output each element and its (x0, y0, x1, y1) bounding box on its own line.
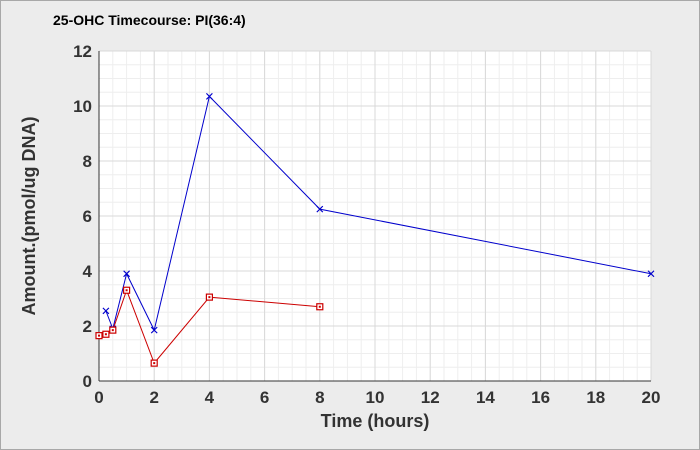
data-point-x-marker (205, 92, 213, 100)
y-tick-label: 2 (83, 317, 92, 336)
data-point-x-marker (316, 205, 324, 213)
data-point-x-marker (102, 307, 110, 315)
y-tick-label: 8 (83, 152, 92, 171)
y-axis-ticks: 0 2 4 6 8 10 12 (73, 42, 92, 391)
x-tick-label: 20 (642, 388, 661, 407)
data-point-square-center (125, 289, 128, 292)
y-axis-title: Amount.(pmol/ug DNA) (19, 117, 39, 316)
data-point-square-center (104, 333, 107, 336)
axes (98, 51, 651, 382)
x-tick-label: 4 (205, 388, 215, 407)
data-point-square-center (111, 329, 114, 332)
x-axis-title: Time (hours) (321, 411, 430, 431)
major-gridlines (98, 50, 652, 382)
chart-title: 25-OHC Timecourse: PI(36:4) (53, 12, 246, 28)
data-point-x-marker (123, 270, 131, 278)
x-axis-ticks: 0 2 4 6 8 10 12 14 16 18 20 (94, 388, 660, 407)
data-point-square-center (208, 296, 211, 299)
y-tick-label: 10 (73, 97, 92, 116)
y-tick-label: 0 (83, 372, 92, 391)
x-tick-label: 0 (94, 388, 103, 407)
series-layer (95, 92, 655, 367)
y-tick-label: 4 (83, 262, 93, 281)
data-point-x-marker (647, 270, 655, 278)
data-point-x-marker (150, 326, 158, 334)
y-tick-label: 6 (83, 207, 92, 226)
data-point-square-center (153, 362, 156, 365)
x-tick-label: 14 (476, 388, 495, 407)
x-tick-label: 10 (366, 388, 385, 407)
x-tick-label: 18 (586, 388, 605, 407)
series-2 (95, 286, 324, 367)
x-tick-label: 2 (149, 388, 158, 407)
x-tick-label: 16 (531, 388, 550, 407)
data-point-square-center (98, 334, 100, 337)
x-tick-label: 12 (421, 388, 440, 407)
x-tick-label: 6 (260, 388, 269, 407)
y-tick-label: 12 (73, 42, 92, 61)
data-point-square-center (318, 305, 321, 308)
x-tick-label: 8 (315, 388, 324, 407)
